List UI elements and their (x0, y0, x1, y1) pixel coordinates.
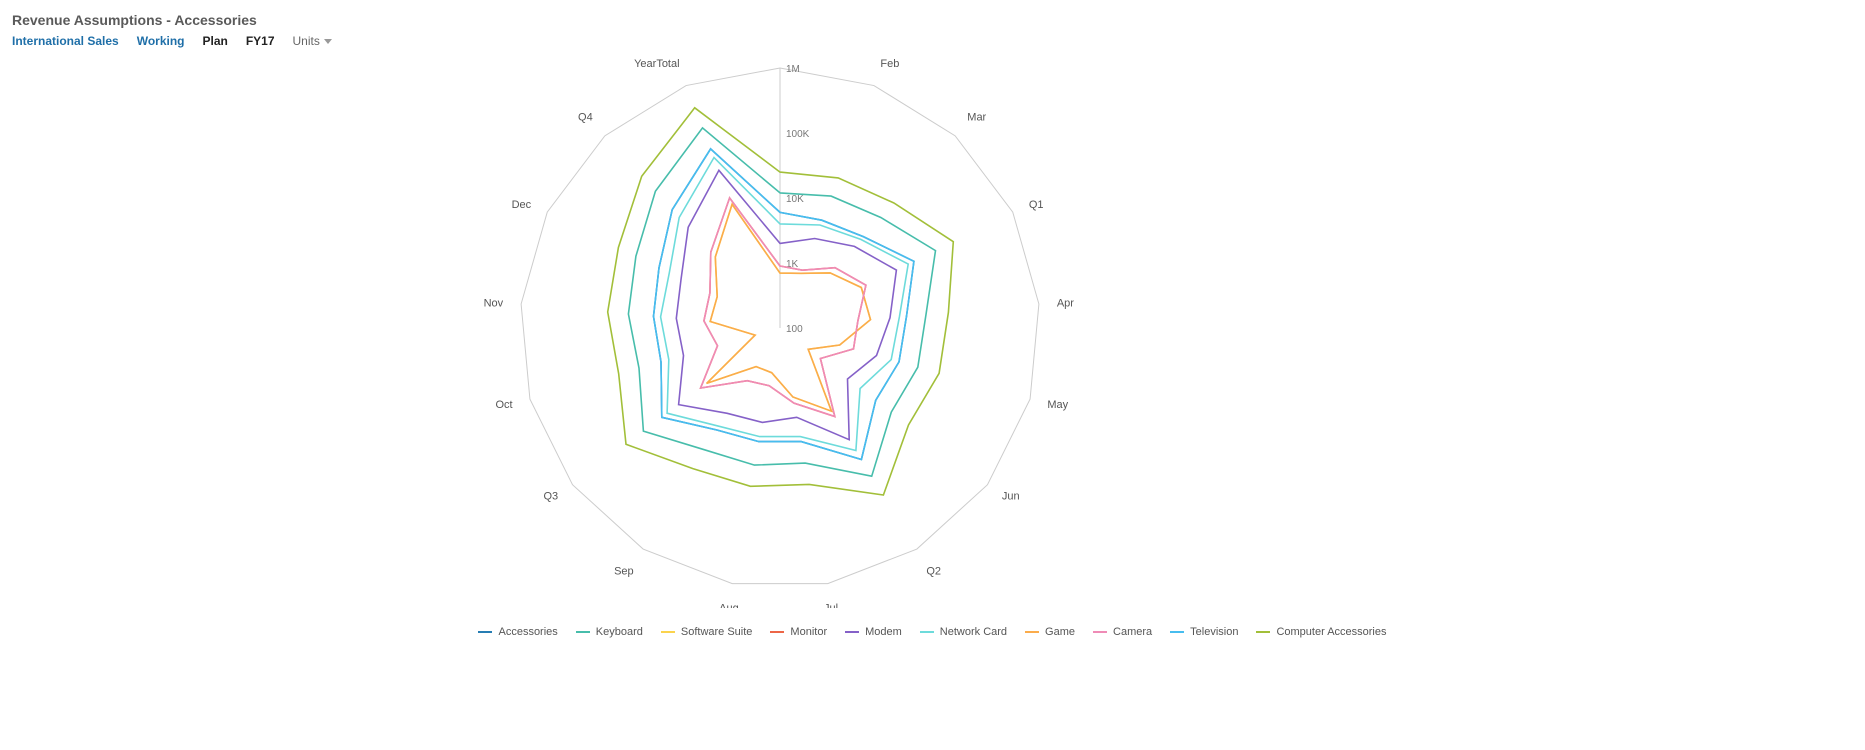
pov-year: FY17 (246, 34, 275, 48)
legend-label: Network Card (940, 626, 1007, 638)
axis-label: May (1047, 399, 1068, 411)
legend-swatch (478, 631, 492, 633)
legend-label: Monitor (790, 626, 827, 638)
legend-swatch (1025, 631, 1039, 633)
legend-label: Game (1045, 626, 1075, 638)
pov-entity-link[interactable]: International Sales (12, 34, 119, 48)
legend-item[interactable]: Computer Accessories (1256, 626, 1386, 638)
legend-swatch (770, 631, 784, 633)
series-game (707, 204, 871, 411)
axis-label: YearTotal (634, 58, 679, 70)
axis-label: Q3 (543, 491, 558, 503)
pov-uom-select[interactable]: Units (293, 34, 332, 48)
legend-swatch (920, 631, 934, 633)
axis-label: Apr (1057, 297, 1074, 309)
axis-label: Jul (824, 602, 838, 608)
page-title: Revenue Assumptions - Accessories (0, 0, 1865, 34)
radial-tick-label: 10K (786, 194, 804, 205)
legend-swatch (845, 631, 859, 633)
page-root: Revenue Assumptions - Accessories Intern… (0, 0, 1865, 750)
legend-swatch (576, 631, 590, 633)
legend-item[interactable]: Monitor (770, 626, 827, 638)
legend-item[interactable]: Camera (1093, 626, 1152, 638)
series-keyboard (628, 128, 935, 476)
axis-label: Q4 (578, 112, 593, 124)
legend-label: Computer Accessories (1276, 626, 1386, 638)
pov-bar: International Sales Working Plan FY17 Un… (0, 34, 1865, 48)
legend-item[interactable]: Game (1025, 626, 1075, 638)
legend-item[interactable]: Keyboard (576, 626, 643, 638)
axis-label: Oct (495, 399, 512, 411)
axis-label: Q1 (1029, 199, 1044, 211)
radar-chart: 1001K10K100K1MJanFebMarQ1AprMayJunQ2JulA… (0, 48, 1865, 608)
radial-tick-label: 1M (786, 64, 800, 75)
legend-label: Accessories (498, 626, 557, 638)
axis-label: Jun (1002, 491, 1020, 503)
axis-label: Feb (880, 58, 899, 70)
legend-item[interactable]: Modem (845, 626, 902, 638)
series-network-card (661, 158, 909, 451)
axis-label: Q2 (926, 565, 941, 577)
series-software-suite (707, 204, 871, 411)
radial-tick-label: 100 (786, 324, 803, 335)
axis-label: Sep (614, 565, 634, 577)
legend-label: Television (1190, 626, 1238, 638)
chart-legend: Accessories Keyboard Software Suite Monitor… (0, 626, 1865, 638)
legend-swatch (1170, 631, 1184, 633)
pov-version: Plan (202, 34, 227, 48)
chevron-down-icon (324, 39, 332, 44)
pov-scenario-link[interactable]: Working (137, 34, 185, 48)
legend-item[interactable]: Network Card (920, 626, 1007, 638)
legend-label: Keyboard (596, 626, 643, 638)
axis-label: Dec (512, 199, 532, 211)
axis-label: Jan (771, 48, 789, 51)
legend-swatch (661, 631, 675, 633)
legend-label: Software Suite (681, 626, 753, 638)
axis-label: Nov (484, 297, 504, 309)
radial-tick-label: 100K (786, 129, 810, 140)
series-camera (701, 198, 866, 417)
axis-label: Aug (719, 602, 739, 608)
legend-label: Camera (1113, 626, 1152, 638)
pov-uom-label: Units (293, 34, 320, 48)
axis-label: Mar (967, 112, 986, 124)
legend-item[interactable]: Accessories (478, 626, 557, 638)
legend-label: Modem (865, 626, 902, 638)
legend-swatch (1256, 631, 1270, 633)
legend-swatch (1093, 631, 1107, 633)
legend-item[interactable]: Software Suite (661, 626, 753, 638)
legend-item[interactable]: Television (1170, 626, 1238, 638)
